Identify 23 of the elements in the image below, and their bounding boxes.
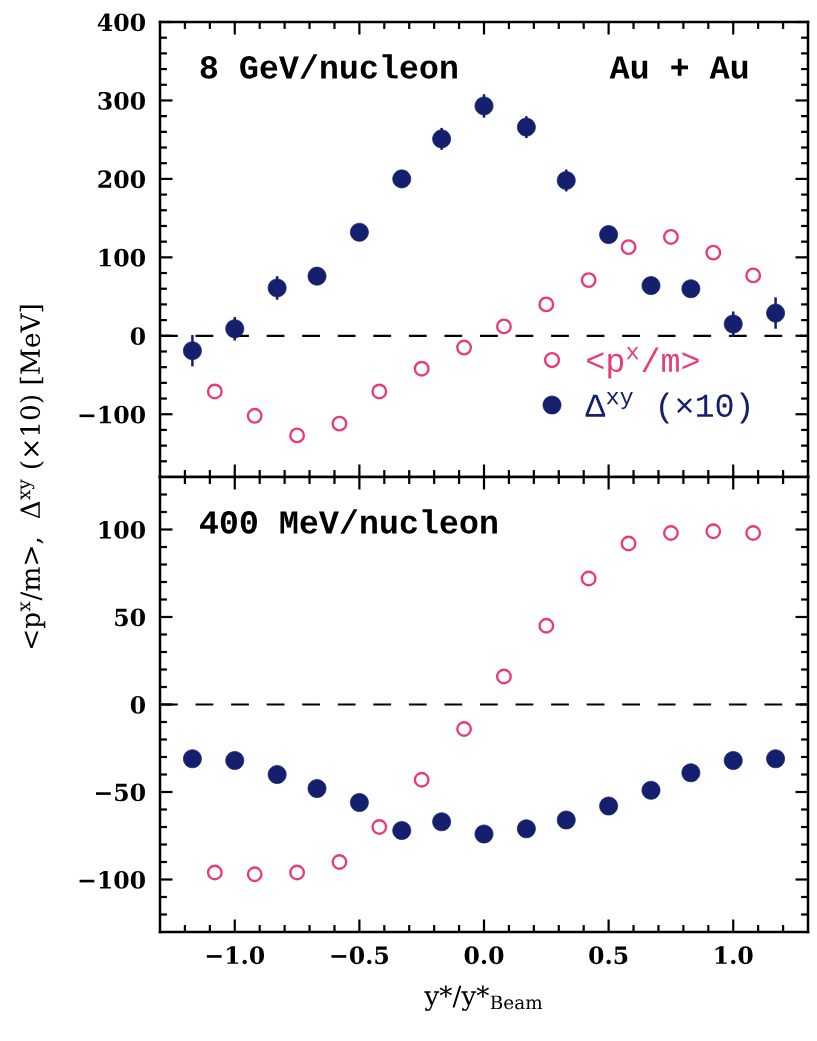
x-tick-label: 0.0 — [464, 946, 504, 965]
y-tick-label: 0 — [130, 327, 145, 346]
y-tick-label: −50 — [95, 783, 145, 802]
x-axis-title: y*/y*$_{Beam}$ — [424, 985, 543, 1011]
annotation: 400 MeV/nucleon — [200, 509, 497, 534]
y-tick-label: −100 — [79, 870, 145, 889]
y-tick-label: 300 — [98, 91, 146, 110]
x-tick-label: 1.0 — [715, 946, 753, 965]
x-tick-label: −1.0 — [206, 946, 265, 965]
annotation: 8 GeV/nucleon — [200, 54, 457, 79]
y-tick-label: −100 — [79, 405, 145, 424]
y-tick-label: 400 — [97, 13, 146, 32]
y-tick-label: 100 — [99, 520, 146, 539]
legend-label: <p$^{x}$/m> — [587, 347, 699, 379]
y-tick-label: 200 — [98, 170, 146, 189]
annotation: Au + Au — [609, 56, 748, 79]
y-tick-label: 50 — [115, 608, 145, 627]
x-tick-label: −0.5 — [331, 946, 389, 965]
y-tick-label: 0 — [130, 695, 145, 714]
legend-label: Δ$^{xy}$ (×10) — [585, 392, 749, 424]
y-axis-title: <p$^{x}$/m>, Δ$^{xy}$ (×10) [MeV] — [19, 305, 46, 649]
x-tick-label: 0.5 — [589, 946, 628, 965]
y-tick-label: 100 — [99, 248, 146, 267]
